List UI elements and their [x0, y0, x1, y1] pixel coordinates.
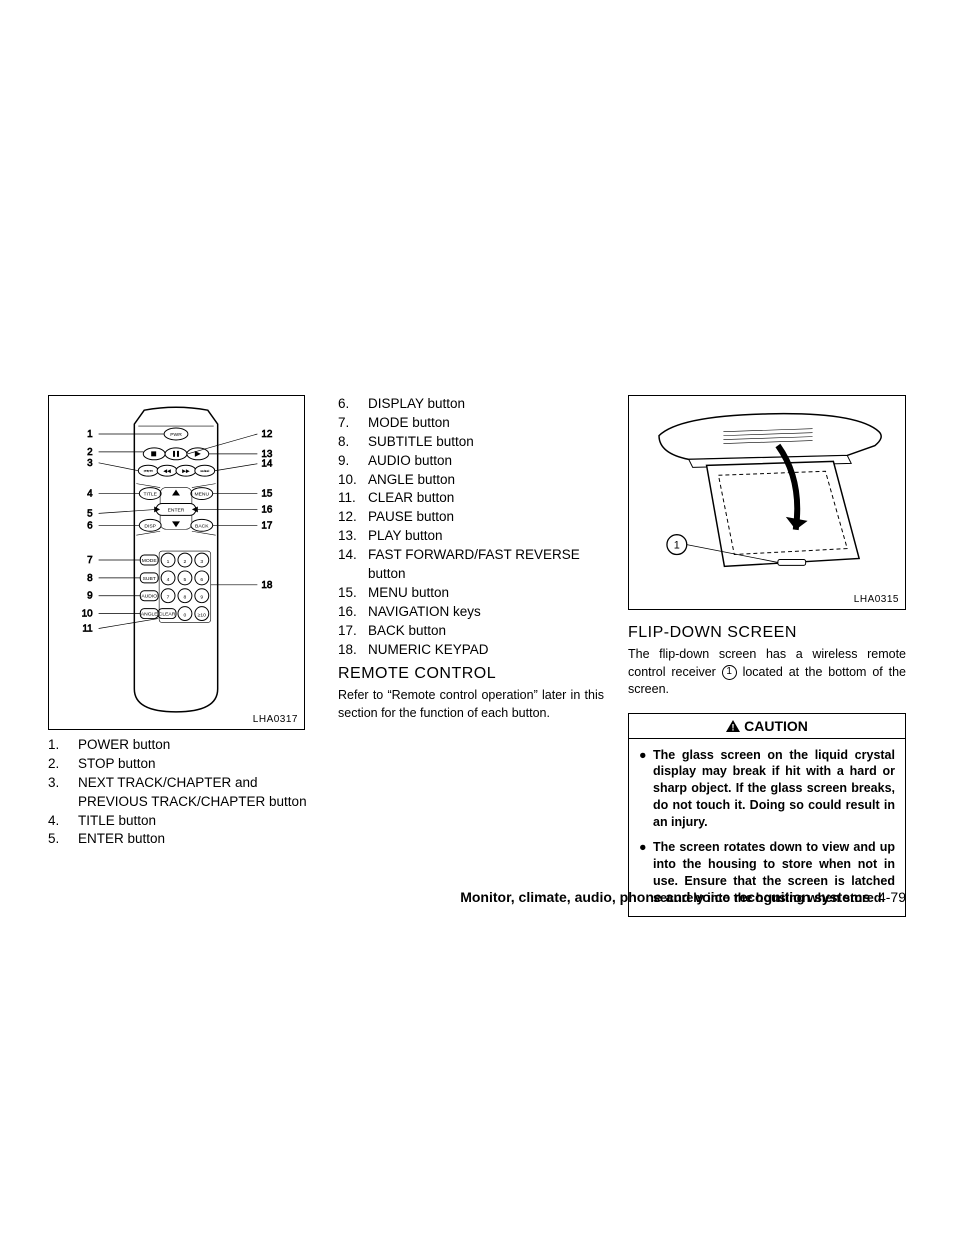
list-item: 14.FAST FORWARD/FAST REVERSE button [338, 546, 604, 584]
svg-text:7: 7 [167, 595, 170, 601]
footer-section-title: Monitor, climate, audio, phone and voice… [460, 889, 870, 905]
figure-code: LHA0315 [854, 594, 899, 605]
footer-page-number: 4-79 [878, 889, 906, 905]
svg-text:11: 11 [82, 623, 93, 634]
svg-text:≥10: ≥10 [198, 613, 206, 619]
column-middle: 6.DISPLAY button 7.MODE button 8.SUBTITL… [338, 395, 604, 917]
svg-text:◀◀: ◀◀ [163, 469, 171, 475]
svg-text:MODE: MODE [142, 558, 158, 564]
remote-control-heading: REMOTE CONTROL [338, 665, 604, 683]
list-item: 13.PLAY button [338, 527, 604, 546]
pwr-label: PWR [170, 432, 182, 438]
svg-text:1: 1 [87, 429, 93, 440]
middle-legend-list: 6.DISPLAY button 7.MODE button 8.SUBTITL… [338, 395, 604, 659]
svg-text:12: 12 [261, 429, 273, 440]
list-item: 16.NAVIGATION keys [338, 603, 604, 622]
left-legend-list: 1.POWER button 2.STOP button 3.NEXT TRAC… [48, 736, 314, 849]
remote-control-paragraph: Refer to “Remote control operation” late… [338, 687, 604, 722]
svg-text:DISP: DISP [144, 523, 156, 529]
svg-text:7: 7 [87, 555, 93, 566]
svg-text:14: 14 [261, 459, 273, 470]
list-item: 15.MENU button [338, 584, 604, 603]
caution-heading: ! CAUTION [629, 714, 905, 739]
list-item: 4.TITLE button [48, 812, 314, 831]
svg-text:5: 5 [87, 508, 93, 519]
page: PWR ⏮⏮ ◀◀ [0, 0, 954, 1235]
svg-text:16: 16 [261, 504, 273, 515]
svg-text:3: 3 [200, 559, 203, 565]
svg-text:MENU: MENU [195, 492, 210, 498]
svg-text:15: 15 [261, 489, 273, 500]
svg-text:TITLE: TITLE [143, 492, 157, 498]
list-item: 11.CLEAR button [338, 489, 604, 508]
list-item: 8.SUBTITLE button [338, 433, 604, 452]
svg-text:!: ! [732, 722, 735, 732]
svg-text:6: 6 [200, 577, 203, 583]
svg-text:4: 4 [167, 577, 170, 583]
caution-box: ! CAUTION ●The glass screen on the liqui… [628, 713, 906, 918]
svg-text:3: 3 [87, 458, 93, 469]
list-item: 9.AUDIO button [338, 452, 604, 471]
page-footer: Monitor, climate, audio, phone and voice… [0, 889, 954, 905]
circled-one-icon: 1 [722, 665, 737, 680]
list-item: 3.NEXT TRACK/CHAPTER and PREVIOUS TRACK/… [48, 774, 314, 812]
svg-text:5: 5 [184, 577, 187, 583]
svg-text:SUBT: SUBT [143, 576, 156, 582]
svg-text:⏮⏮: ⏮⏮ [144, 470, 153, 475]
svg-text:6: 6 [87, 520, 93, 531]
flipdown-paragraph: The flip-down screen has a wireless remo… [628, 646, 906, 699]
list-item: 12.PAUSE button [338, 508, 604, 527]
flipdown-figure: 1 LHA0315 [628, 395, 906, 610]
svg-text:▶▶: ▶▶ [182, 469, 190, 475]
list-item: 6.DISPLAY button [338, 395, 604, 414]
svg-text:18: 18 [261, 580, 273, 591]
list-item: 18.NUMERIC KEYPAD [338, 641, 604, 660]
flipdown-diagram-svg: 1 [629, 396, 905, 609]
svg-text:2: 2 [87, 447, 93, 458]
column-right: 1 LHA0315 FLIP-DOWN SCREEN The flip-down… [628, 395, 906, 917]
list-item: 7.MODE button [338, 414, 604, 433]
svg-text:9: 9 [87, 591, 93, 602]
list-item: 10.ANGLE button [338, 471, 604, 490]
svg-text:AUDIO: AUDIO [141, 594, 157, 600]
remote-figure: PWR ⏮⏮ ◀◀ [48, 395, 305, 730]
svg-text:CLEAR: CLEAR [159, 612, 176, 618]
remote-diagram-svg: PWR ⏮⏮ ◀◀ [49, 396, 304, 729]
svg-text:9: 9 [200, 595, 203, 601]
svg-text:8: 8 [184, 595, 187, 601]
svg-text:17: 17 [261, 520, 273, 531]
content-columns: PWR ⏮⏮ ◀◀ [48, 395, 906, 917]
caution-item: ●The glass screen on the liquid crystal … [639, 747, 895, 831]
list-item: 17.BACK button [338, 622, 604, 641]
svg-text:BACK: BACK [195, 523, 209, 529]
list-item: 1.POWER button [48, 736, 314, 755]
svg-text:0: 0 [184, 613, 187, 619]
svg-text:4: 4 [87, 489, 93, 500]
list-item: 2.STOP button [48, 755, 314, 774]
list-item: 5.ENTER button [48, 830, 314, 849]
svg-text:1: 1 [167, 559, 170, 565]
column-left: PWR ⏮⏮ ◀◀ [48, 395, 314, 917]
svg-text:ENTER: ENTER [168, 507, 185, 513]
svg-text:2: 2 [184, 559, 187, 565]
receiver-callout: 1 [674, 540, 680, 552]
svg-text:10: 10 [82, 609, 94, 620]
figure-code: LHA0317 [253, 714, 298, 725]
svg-text:⏭⏭: ⏭⏭ [200, 470, 209, 475]
warning-icon: ! [726, 720, 740, 732]
flipdown-heading: FLIP-DOWN SCREEN [628, 624, 906, 642]
svg-text:8: 8 [87, 573, 93, 584]
svg-text:ANGLE: ANGLE [141, 612, 158, 618]
